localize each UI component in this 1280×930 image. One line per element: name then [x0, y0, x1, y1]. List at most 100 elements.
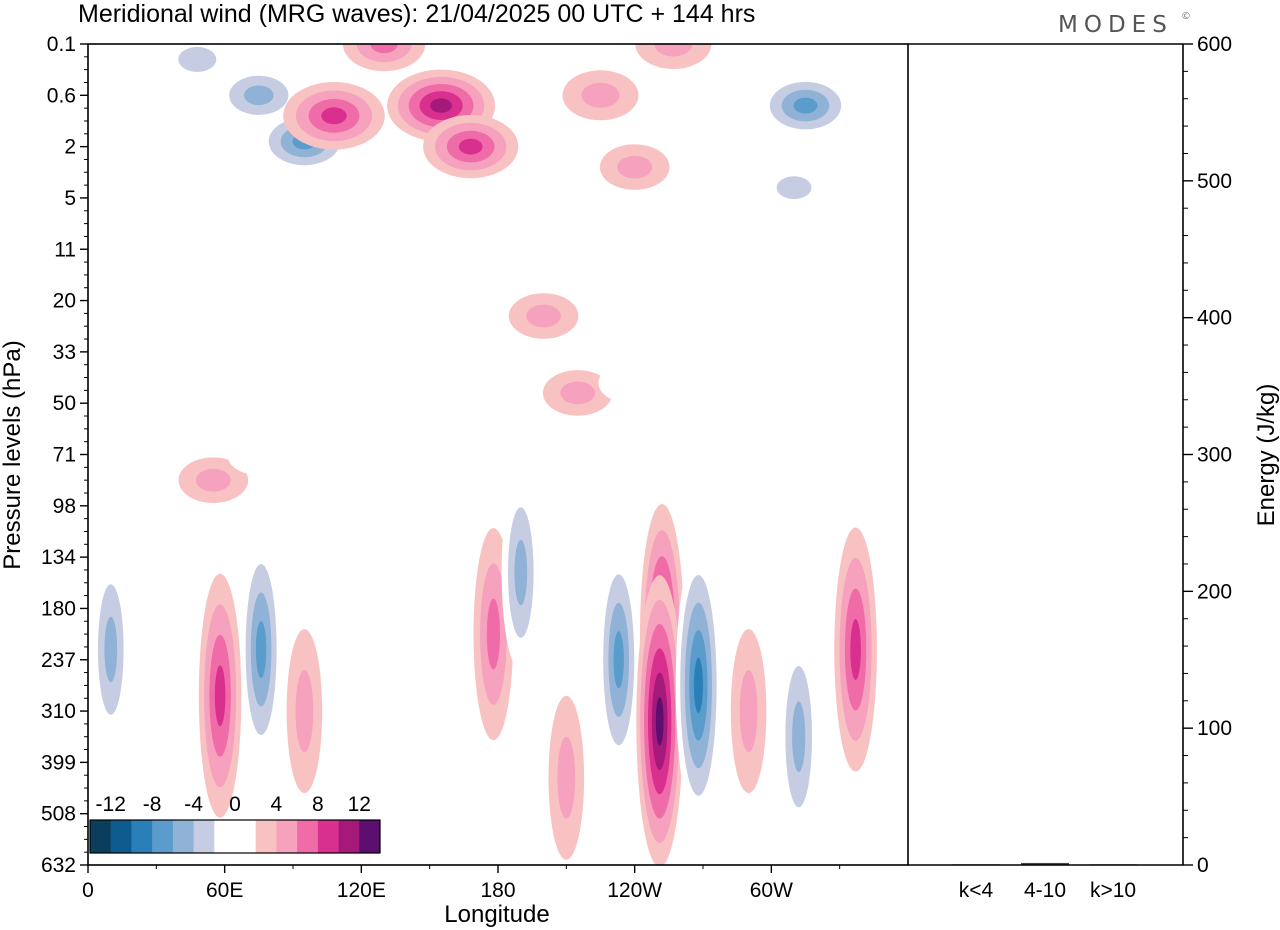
pressure-tick-label: 71 [53, 444, 76, 467]
wind-contour [321, 107, 347, 125]
colorbar-label: 8 [312, 793, 324, 816]
pressure-tick-label: 237 [41, 649, 76, 672]
energy-category-label: 4-10 [1024, 879, 1066, 902]
colorbar-box [255, 820, 277, 853]
pressure-tick-label: 98 [53, 495, 76, 518]
energy-categories: k<4 4-10 k>10 [959, 879, 1136, 902]
wind-contour [255, 621, 267, 678]
pressure-tick-label: 180 [41, 597, 76, 620]
wind-contour [195, 468, 231, 492]
wind-contour [458, 138, 483, 155]
energy-axis: 0 100 200 300 400 500 600 [1183, 33, 1232, 877]
colorbar-box [193, 820, 215, 853]
pressure-tick-label: 632 [41, 854, 76, 877]
chart-title: Meridional wind (MRG waves): 21/04/2025 … [78, 0, 755, 28]
wind-contour [560, 381, 596, 405]
longitude-tick-label: 120W [607, 879, 662, 902]
longitude-tick-label: 120E [337, 879, 386, 902]
wind-contour [654, 44, 693, 57]
colorbar-outline [89, 819, 381, 854]
colorbar-label: -12 [96, 793, 126, 816]
longitude-tick-label: 60W [750, 879, 793, 902]
energy-tick-label: 500 [1197, 170, 1232, 193]
longitude-axis: 0 60E 120E 180 120W 60W [82, 865, 841, 902]
energy-tick-label: 300 [1197, 444, 1232, 467]
wind-contour [557, 736, 576, 819]
pressure-tick-label: 33 [53, 341, 76, 364]
longitude-tick-label: 60E [206, 879, 243, 902]
pressure-tick-label: 508 [41, 803, 76, 826]
wind-contour [739, 670, 758, 753]
pressure-tick-label: 310 [41, 700, 76, 723]
energy-category-label: k>10 [1090, 879, 1136, 902]
energy-axis-label: Energy (J/kg) [1253, 384, 1280, 527]
colorbar-box [152, 820, 174, 853]
colorbar-boxes [89, 819, 381, 854]
modes-logo: MODES © [1058, 11, 1191, 38]
wind-contour [850, 619, 861, 680]
contour-plot: 0.1 0.6 2 5 11 20 33 50 71 98 134 180 237 310 399 508 63… [0, 33, 909, 928]
pressure-tick-label: 0.1 [47, 33, 76, 56]
wind-field [91, 44, 877, 865]
wind-contour [581, 82, 620, 108]
colorbar-label: 12 [348, 793, 371, 816]
energy-tick-label: 400 [1197, 307, 1232, 330]
colorbar-box [110, 820, 132, 853]
energy-tick-label: 200 [1197, 580, 1232, 603]
colorbar-box [90, 820, 112, 853]
colorbar-box [338, 820, 360, 853]
wind-contour [295, 670, 314, 753]
wind-contour [792, 701, 806, 772]
wind-contour [613, 631, 624, 689]
wind-contour [693, 657, 703, 714]
longitude-tick-label: 180 [480, 879, 515, 902]
pressure-tick-label: 20 [53, 290, 76, 313]
energy-panel: 0 100 200 300 400 500 600 k<4 4-10 k>10 Energy (… [908, 33, 1280, 902]
colorbar-box [359, 820, 381, 853]
pressure-tick-label: 134 [41, 546, 76, 569]
colorbar-box [131, 820, 153, 853]
y-axis-label: Pressure levels (hPa) [0, 340, 26, 569]
colorbar-box [214, 820, 236, 853]
wind-contour [598, 362, 662, 404]
wind-contour [486, 598, 500, 670]
energy-tick-label: 600 [1197, 33, 1232, 56]
colorbar-box [297, 820, 319, 853]
energy-category-label: k<4 [959, 879, 994, 902]
pressure-tick-label: 0.6 [47, 84, 76, 107]
wind-contour [243, 228, 307, 270]
pressure-tick-label: 2 [64, 136, 76, 159]
colorbar-box [276, 820, 298, 853]
wind-contour [227, 433, 291, 476]
energy-tick-label: 100 [1197, 717, 1232, 740]
wind-contour [526, 304, 561, 328]
wind-contour [793, 97, 818, 114]
colorbar-label: 0 [229, 793, 241, 816]
wind-contour [243, 85, 274, 106]
logo-mark: © [1181, 11, 1191, 22]
colorbar-box [317, 820, 339, 853]
pressure-tick-label: 50 [53, 392, 76, 415]
colorbar-box [172, 820, 194, 853]
x-axis-label: Longitude [444, 901, 549, 928]
wind-contour [655, 697, 664, 746]
wind-contour [617, 155, 653, 179]
wind-contour [104, 616, 118, 683]
colorbar-box [235, 820, 257, 853]
longitude-tick-label: 0 [82, 879, 94, 902]
colorbar-label: 4 [271, 793, 283, 816]
pressure-tick-label: 11 [54, 238, 76, 261]
pressure-tick-label: 5 [64, 187, 76, 210]
wind-contour [776, 176, 812, 200]
wind-contour [178, 46, 217, 72]
wind-contour [430, 98, 452, 113]
logo-text: MODES [1058, 12, 1173, 38]
energy-tick-label: 0 [1197, 854, 1209, 877]
pressure-tick-label: 399 [41, 751, 76, 774]
wind-contour [370, 44, 398, 54]
colorbar-label: -4 [184, 793, 203, 816]
wind-contour [214, 665, 226, 727]
colorbar: -12 -8 -4 0 4 8 12 [89, 793, 381, 854]
colorbar-label: -8 [143, 793, 162, 816]
